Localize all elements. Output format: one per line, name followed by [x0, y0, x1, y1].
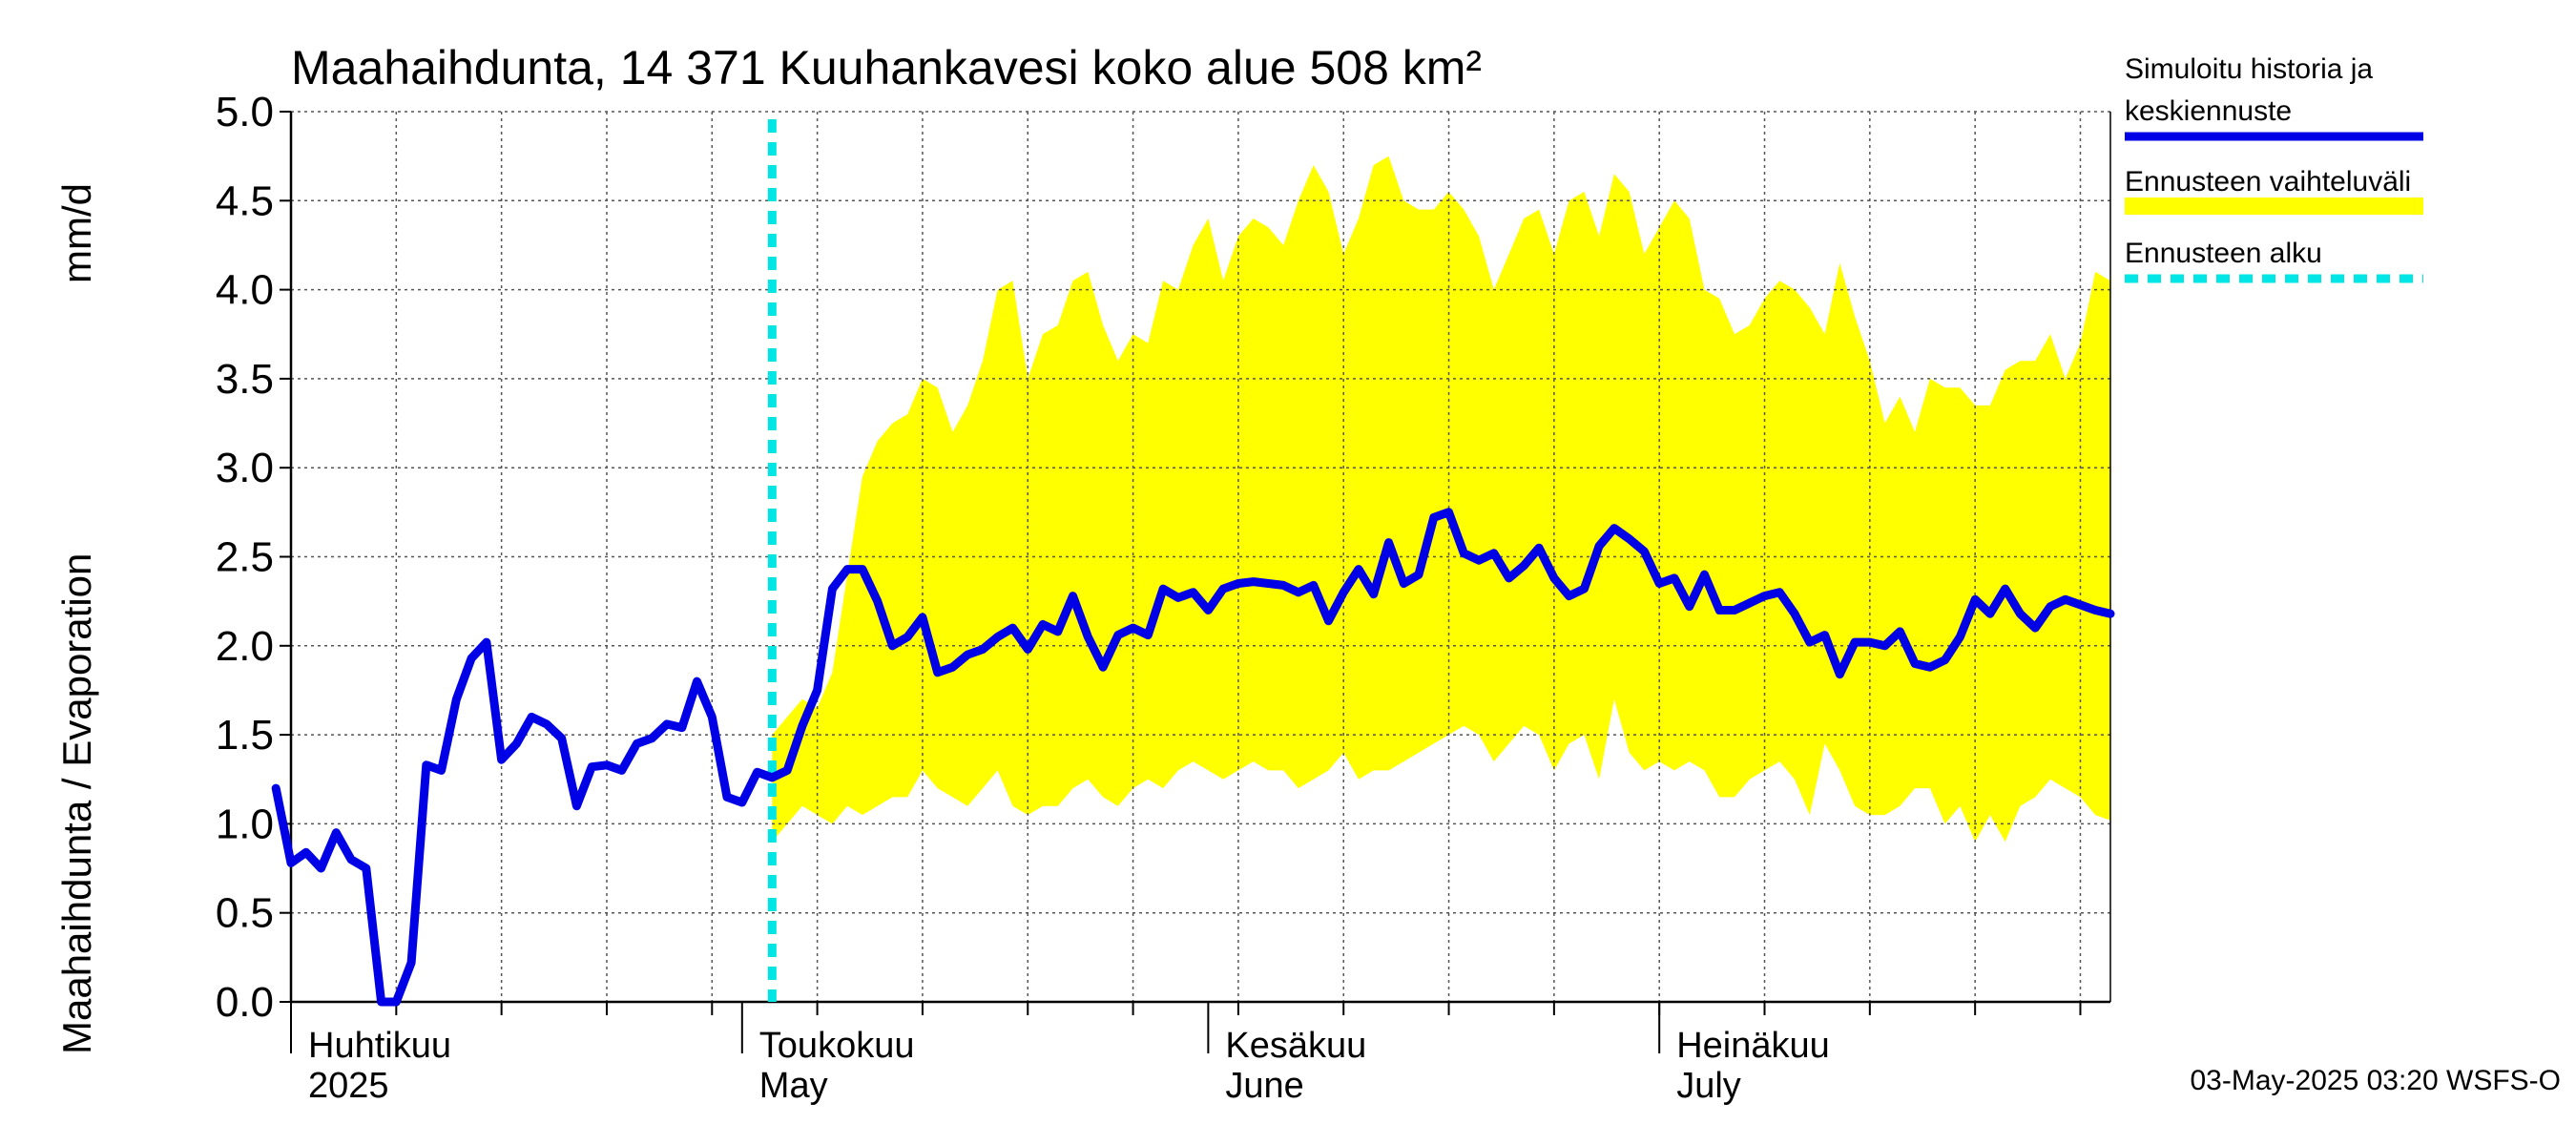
- y-tick-label: 1.5: [216, 712, 274, 759]
- y-tick-label: 2.0: [216, 623, 274, 670]
- x-month-label: Huhtikuu: [308, 1026, 451, 1066]
- legend: Simuloitu historia ja keskiennuste Ennus…: [2125, 53, 2423, 283]
- y-tick-label: 5.0: [216, 89, 274, 135]
- legend-label-simulated-2: keskiennuste: [2125, 95, 2292, 127]
- y-tick-label: 4.5: [216, 177, 274, 224]
- y-tick-label: 0.0: [216, 979, 274, 1026]
- y-axis-label: Maahaihdunta / Evaporation: [54, 553, 99, 1054]
- y-axis-unit: mm/d: [54, 183, 99, 283]
- y-tick-label: 3.0: [216, 445, 274, 491]
- legend-label-forecast-start: Ennusteen alku: [2125, 238, 2322, 269]
- legend-label-range: Ennusteen vaihteluväli: [2125, 166, 2411, 198]
- series-line-layer: [271, 119, 2115, 1007]
- x-month-label-secondary: June: [1225, 1066, 1303, 1106]
- forecast-range-band-layer: [772, 156, 2110, 843]
- series-line-simulated: [271, 508, 2115, 1007]
- x-month-label: Toukokuu: [759, 1026, 915, 1066]
- legend-label-simulated: Simuloitu historia ja: [2125, 53, 2373, 85]
- chart-title: Maahaihdunta, 14 371 Kuuhankavesi koko a…: [291, 41, 1482, 94]
- footer-timestamp: 03-May-2025 03:20 WSFS-O: [2191, 1065, 2562, 1096]
- y-tick-label: 0.5: [216, 890, 274, 937]
- x-month-label-secondary: 2025: [308, 1066, 389, 1106]
- x-month-label-secondary: July: [1676, 1066, 1741, 1106]
- forecast-range-band: [772, 156, 2110, 843]
- x-month-label-secondary: May: [759, 1066, 828, 1106]
- y-tick-labels: 0.0 0.5 1.0 1.5 2.0 2.5 3.0 3.5 4.0 4.5 5.0: [216, 89, 274, 1026]
- grid-layer: [290, 111, 2110, 1002]
- y-tick-label: 1.0: [216, 801, 274, 847]
- y-tick-label: 2.5: [216, 534, 274, 581]
- y-tick-label: 4.0: [216, 267, 274, 314]
- x-month-label: Heinäkuu: [1676, 1026, 1830, 1066]
- x-month-label: Kesäkuu: [1225, 1026, 1366, 1066]
- y-tick-label: 3.5: [216, 356, 274, 403]
